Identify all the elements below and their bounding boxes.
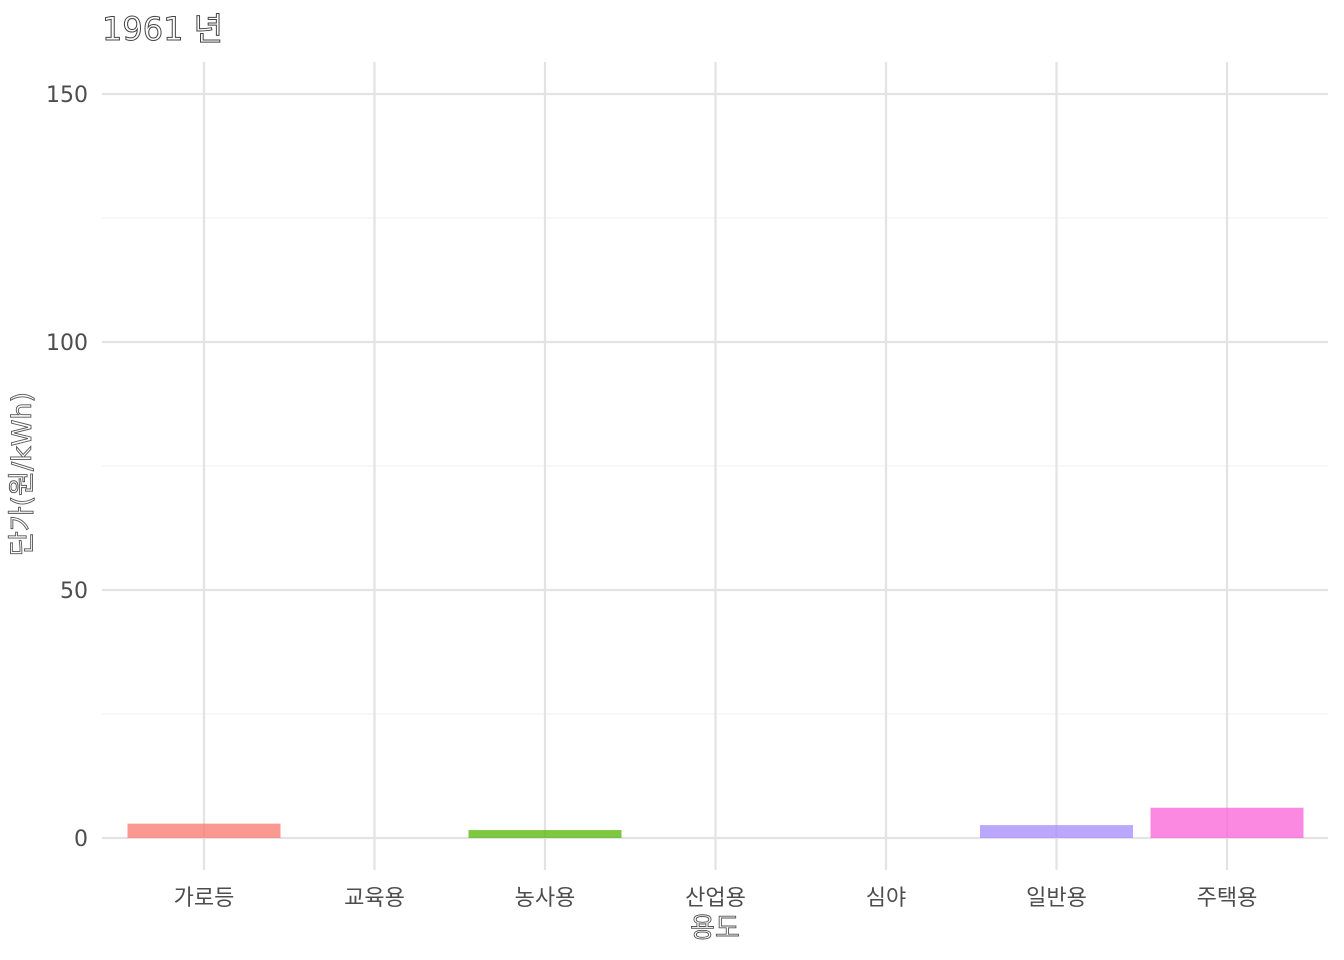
chart-title: 1961 년 [102, 10, 223, 48]
x-axis-title: 용도 [690, 913, 740, 944]
y-tick-label: 100 [46, 331, 88, 356]
y-axis-title: 단가(원/kWh) [7, 392, 38, 556]
x-tick-label: 산업용 [685, 886, 746, 911]
x-tick-label: 가로등 [174, 886, 235, 911]
x-tick-label: 일반용 [1026, 886, 1087, 911]
bar-6 [980, 825, 1133, 838]
x-tick-label: 농사용 [515, 886, 576, 911]
bars [127, 807, 1304, 838]
x-tick-label: 교육용 [344, 886, 405, 911]
bar-7 [1150, 807, 1304, 838]
grid-lines [102, 62, 1328, 870]
x-tick-label: 심야 [866, 886, 906, 911]
y-tick-label: 150 [46, 83, 88, 108]
y-tick-label: 50 [60, 579, 88, 604]
x-axis-tick-labels: 가로등 교육용 농사용 산업용 심야 일반용 주택용 [174, 886, 1258, 911]
bar-3 [468, 830, 622, 838]
y-axis-tick-labels: 0 50 100 150 [46, 83, 88, 852]
y-tick-label: 0 [74, 827, 88, 852]
bar-1 [127, 823, 281, 838]
x-tick-label: 주택용 [1197, 886, 1258, 911]
